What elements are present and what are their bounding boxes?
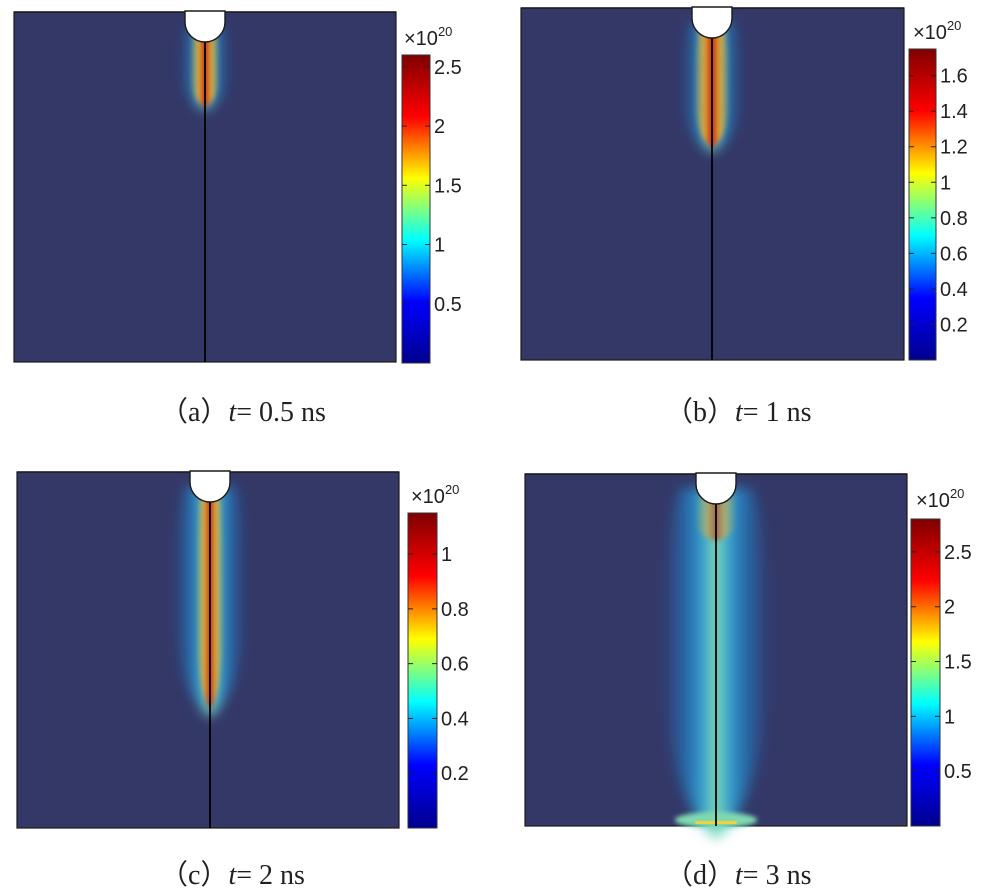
colorbar-d-tick-label-1: 1 [944, 706, 955, 728]
colorbar-b-exponent: 20 [946, 18, 962, 33]
colorbar-d-tick-label-3: 2 [944, 597, 955, 619]
caption-d-time-symbol: t [735, 860, 743, 891]
colorbar-c-tick-label-0: 0.2 [441, 763, 469, 785]
colorbar-a-unit: ×1020 [404, 24, 452, 51]
colorbar-d [910, 518, 941, 827]
colorbar-c-tick-label-1: 0.4 [441, 708, 469, 730]
caption-b-time-symbol: t [735, 397, 743, 428]
colorbar-b-tick-label-1: 0.4 [940, 279, 968, 301]
caption-c: （c）t= 2 ns [160, 853, 305, 893]
caption-c-prefix: （c） [160, 860, 229, 891]
colorbar-a-tick-label-1: 1 [434, 235, 445, 257]
colorbar-c-unit: ×1020 [411, 482, 459, 509]
colorbar-a-exponent: 20 [437, 24, 453, 39]
colorbar-c-tick-label-4: 1 [441, 544, 452, 566]
caption-b-time-value: = 1 ns [742, 397, 812, 428]
colorbar-a-multiplier: ×10 [404, 28, 438, 50]
caption-b: （b）t= 1 ns [665, 390, 811, 430]
colorbar-b-tick-label-2: 0.6 [940, 243, 968, 265]
colorbar-b-tick-label-0: 0.2 [940, 314, 968, 336]
colorbar-c-exponent: 20 [444, 482, 460, 497]
colorbar-b-tick-label-6: 1.4 [940, 101, 968, 123]
colorbar-a-tick-label-3: 2 [434, 116, 445, 138]
colorbar-d-multiplier: ×10 [916, 490, 950, 512]
electrode-notch-b [691, 6, 733, 39]
colorbar-b-tick-label-4: 1 [940, 172, 951, 194]
colorbar-d-tick-label-0: 0.5 [944, 761, 972, 783]
colorbar-b-tick-label-5: 1.2 [940, 137, 968, 159]
colorbar-b-tick-label-7: 1.6 [940, 66, 968, 88]
caption-a-prefix: （a） [160, 397, 229, 428]
colorbar-c-tick-label-3: 0.8 [441, 599, 469, 621]
colorbar-c-tick-label-2: 0.6 [441, 654, 469, 676]
caption-a-time-value: = 0.5 ns [236, 397, 326, 428]
colorbar-a-tick-label-0: 0.5 [434, 294, 462, 316]
colorbar-a [401, 54, 431, 364]
colorbar-b-unit: ×1020 [913, 18, 961, 45]
caption-a: （a）t= 0.5 ns [160, 390, 326, 430]
colorbar-a-tick-label-2: 1.5 [434, 175, 462, 197]
colorbar-d-tick-label-4: 2.5 [944, 542, 972, 564]
caption-d: （d）t= 3 ns [665, 853, 811, 893]
colorbar-c-multiplier: ×10 [411, 486, 445, 508]
caption-b-prefix: （b） [665, 397, 736, 428]
colorbar-c [407, 512, 438, 829]
caption-c-time-symbol: t [228, 860, 237, 891]
colorbar-d-unit: ×1020 [916, 486, 964, 513]
electrode-notch-a [184, 10, 226, 43]
colorbar-a-tick-label-4: 2.5 [434, 57, 462, 79]
caption-a-time-symbol: t [228, 397, 237, 428]
colorbar-b-tick-label-3: 0.8 [940, 208, 968, 230]
caption-d-prefix: （d） [665, 860, 736, 891]
caption-c-time-value: = 2 ns [236, 860, 305, 891]
panel-a: 0.5 1 1.5 2 2.5 [13, 10, 462, 364]
colorbar-d-tick-label-2: 1.5 [944, 652, 972, 674]
electrode-notch-c [189, 470, 231, 503]
caption-d-time-value: = 3 ns [742, 860, 812, 891]
colorbar-b-multiplier: ×10 [913, 22, 947, 44]
panel-d: 0.5 1 1.5 2 2.5 [524, 472, 972, 840]
panel-b: 0.2 0.4 0.6 0.8 1 1.2 1.4 1.6 [520, 6, 968, 361]
panel-c: 0.2 0.4 0.6 0.8 1 [16, 470, 469, 829]
colorbar-b [908, 48, 937, 361]
colorbar-d-exponent: 20 [949, 486, 965, 501]
electrode-notch-d [695, 472, 737, 505]
